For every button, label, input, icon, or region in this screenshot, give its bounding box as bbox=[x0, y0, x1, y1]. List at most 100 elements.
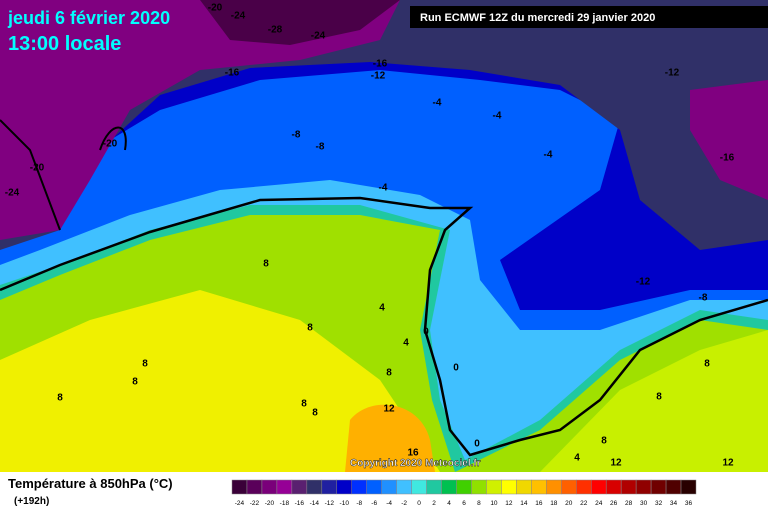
scale-swatch bbox=[501, 479, 517, 495]
contour-label: -8 bbox=[292, 130, 301, 141]
contour-label: -24 bbox=[311, 31, 326, 42]
scale-swatch bbox=[336, 479, 352, 495]
scale-label: 2 bbox=[432, 500, 436, 507]
scale-swatch bbox=[635, 479, 652, 495]
scale-label: -14 bbox=[310, 500, 320, 507]
contour-label: -12 bbox=[636, 277, 651, 288]
very-cold-area bbox=[0, 0, 768, 240]
scale-swatch bbox=[665, 479, 682, 495]
contour-label: -4 bbox=[433, 98, 442, 109]
run-box bbox=[410, 6, 768, 28]
scale-label: 34 bbox=[670, 500, 678, 507]
scale-label: 0 bbox=[417, 500, 421, 507]
contour-label: 4 bbox=[574, 453, 580, 464]
contour-label: 8 bbox=[386, 368, 392, 379]
scale-swatch bbox=[306, 479, 323, 495]
scale-label: 28 bbox=[625, 500, 633, 507]
scale-label: 8 bbox=[477, 500, 481, 507]
run: Run ECMWF 12Z du mercredi 29 janvier 202… bbox=[420, 12, 655, 24]
contour-label: 8 bbox=[301, 399, 307, 410]
contour-label: 8 bbox=[307, 323, 313, 334]
contour-label: 0 bbox=[474, 439, 480, 450]
contour-label: -4 bbox=[379, 183, 388, 194]
scale-label: 24 bbox=[595, 500, 603, 507]
scale-label: 20 bbox=[565, 500, 573, 507]
scale-label: -2 bbox=[401, 500, 407, 507]
scale-swatch bbox=[441, 479, 457, 495]
contour-label: -8 bbox=[316, 142, 325, 153]
contour-labels: -20-24-28-24-16-16-12 -12-20-20-24-8-8-4-… bbox=[5, 3, 735, 469]
contour-label: -12 bbox=[665, 68, 680, 79]
contour-label: 12 bbox=[610, 458, 622, 469]
contour-label: 8 bbox=[263, 259, 269, 270]
warm-east bbox=[540, 330, 768, 472]
scale-swatch bbox=[486, 479, 502, 495]
scale-swatch bbox=[516, 479, 532, 495]
scale-label: -10 bbox=[340, 500, 350, 507]
contour-label: -28 bbox=[268, 25, 283, 36]
scale-swatch bbox=[650, 479, 667, 495]
scale-label: 4 bbox=[447, 500, 451, 507]
contour-label: 0 bbox=[453, 363, 459, 374]
contour-label: 8 bbox=[601, 436, 607, 447]
scale-label: -16 bbox=[295, 500, 305, 507]
scale-swatch bbox=[680, 479, 697, 495]
scale-label: -12 bbox=[325, 500, 335, 507]
scale-swatch bbox=[396, 479, 412, 495]
scale-label: 26 bbox=[610, 500, 618, 507]
color-scale: -24 -22 -20 -18 -16 -14 -12 -10 -8 -6 -4 -2 0 2 4 6 8 10 1… bbox=[231, 479, 697, 507]
date: jeudi 6 février 2020 bbox=[7, 8, 170, 28]
scale-label: -18 bbox=[280, 500, 290, 507]
contour-label: 8 bbox=[142, 359, 148, 370]
scale-swatch bbox=[605, 479, 622, 495]
scale-label: 16 bbox=[535, 500, 543, 507]
contour-label: 8 bbox=[704, 359, 710, 370]
scale-label: -24 bbox=[235, 500, 245, 507]
scale-swatch bbox=[531, 479, 547, 495]
very-cold-core bbox=[200, 0, 400, 45]
scale-label: 14 bbox=[520, 500, 528, 507]
legend-title: Température à 850hPa (°C) bbox=[8, 476, 173, 491]
scale-swatch bbox=[351, 479, 367, 495]
zero-isotherm bbox=[0, 196, 768, 457]
contour-label: 8 bbox=[312, 408, 318, 419]
scale-label: 6 bbox=[462, 500, 466, 507]
scale-swatch bbox=[276, 479, 293, 495]
scale-swatch bbox=[620, 479, 637, 495]
isotherm bbox=[0, 119, 127, 231]
scale-label: -8 bbox=[356, 500, 362, 507]
contour-label: -16 bbox=[225, 68, 240, 79]
contour-label: 12 bbox=[722, 458, 734, 469]
warm-area bbox=[0, 290, 440, 472]
scale-label: 12 bbox=[505, 500, 513, 507]
contour-label: -16 bbox=[720, 153, 735, 164]
scale-swatch bbox=[471, 479, 487, 495]
scale-label: -6 bbox=[371, 500, 377, 507]
contour-label: -20 bbox=[208, 3, 223, 14]
scale-label: 30 bbox=[640, 500, 648, 507]
scale-swatch bbox=[321, 479, 338, 495]
scale-swatch bbox=[231, 479, 248, 495]
scale-label: 32 bbox=[655, 500, 663, 507]
scale-swatch bbox=[246, 479, 263, 495]
contour-label: -8 bbox=[699, 293, 708, 304]
scale-swatch bbox=[576, 479, 592, 495]
scale-swatch bbox=[291, 479, 308, 495]
contour-label: 12 bbox=[383, 404, 395, 415]
scale-swatch bbox=[546, 479, 562, 495]
scale-swatch bbox=[411, 479, 427, 495]
scale-swatch bbox=[456, 479, 472, 495]
scale-label: -22 bbox=[250, 500, 260, 507]
contour-label: -24 bbox=[231, 11, 246, 22]
contour-label: -20 bbox=[103, 139, 118, 150]
scale-swatch bbox=[381, 479, 397, 495]
time: 13:00 locale bbox=[8, 33, 121, 55]
map: -20-24-28-24-16-16-12 -12-20-20-24-8-8-4-… bbox=[0, 0, 768, 472]
scale-label: -20 bbox=[265, 500, 275, 507]
contour-label: 16 bbox=[407, 448, 419, 459]
contour-label: 4 bbox=[403, 338, 409, 349]
contour-label: -24 bbox=[5, 188, 20, 199]
scale-swatch bbox=[590, 479, 607, 495]
scale-label: 36 bbox=[685, 500, 693, 507]
